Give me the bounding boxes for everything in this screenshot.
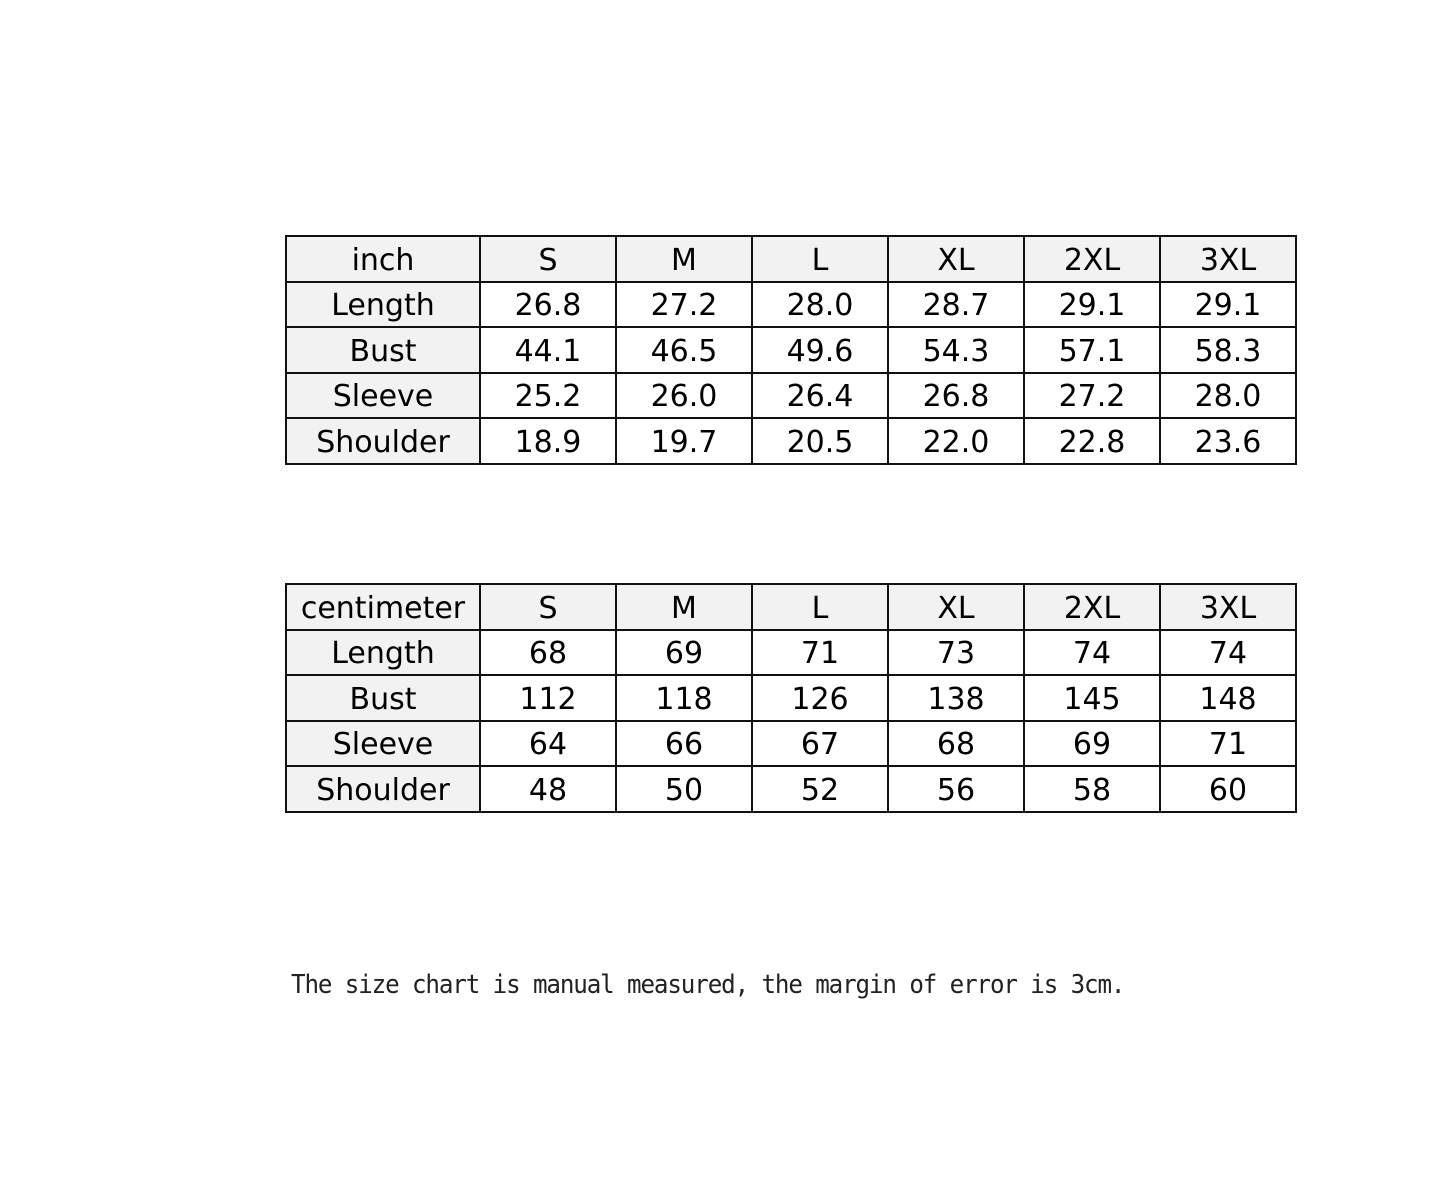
- row-label: Shoulder: [285, 417, 481, 465]
- row-label: Sleeve: [285, 719, 481, 767]
- row-label: Shoulder: [285, 765, 481, 813]
- measurement-cell: 118: [615, 674, 753, 722]
- measurement-cell: 46.5: [615, 326, 753, 374]
- measurement-cell: 27.2: [1023, 371, 1161, 419]
- table-row: Bust 112 118 126 138 145 148: [285, 674, 1297, 722]
- size-table-centimeter: centimeter S M L XL 2XL 3XL Length 68 69 71 73 74 74 B…: [285, 583, 1297, 813]
- measurement-cell: 67: [751, 719, 889, 767]
- measurement-cell: 22.0: [887, 417, 1025, 465]
- measurement-cell: 29.1: [1023, 280, 1161, 328]
- measurement-cell: 69: [1023, 719, 1161, 767]
- table-row: Length 26.8 27.2 28.0 28.7 29.1 29.1: [285, 280, 1297, 328]
- measurement-note: The size chart is manual measured, the m…: [291, 970, 1125, 1000]
- measurement-cell: 54.3: [887, 326, 1025, 374]
- measurement-cell: 27.2: [615, 280, 753, 328]
- measurement-cell: 18.9: [479, 417, 617, 465]
- measurement-cell: 138: [887, 674, 1025, 722]
- measurement-cell: 50: [615, 765, 753, 813]
- table-row: Sleeve 64 66 67 68 69 71: [285, 719, 1297, 767]
- unit-header: inch: [285, 235, 481, 283]
- measurement-cell: 57.1: [1023, 326, 1161, 374]
- size-header: L: [751, 235, 889, 283]
- size-header: S: [479, 583, 617, 631]
- table-row: Bust 44.1 46.5 49.6 54.3 57.1 58.3: [285, 326, 1297, 374]
- table-row: Shoulder 18.9 19.7 20.5 22.0 22.8 23.6: [285, 417, 1297, 465]
- measurement-cell: 23.6: [1159, 417, 1297, 465]
- measurement-cell: 19.7: [615, 417, 753, 465]
- measurement-cell: 49.6: [751, 326, 889, 374]
- measurement-cell: 73: [887, 628, 1025, 676]
- measurement-cell: 52: [751, 765, 889, 813]
- measurement-cell: 112: [479, 674, 617, 722]
- measurement-cell: 68: [479, 628, 617, 676]
- size-header: 3XL: [1159, 235, 1297, 283]
- measurement-cell: 71: [1159, 719, 1297, 767]
- measurement-cell: 22.8: [1023, 417, 1161, 465]
- measurement-cell: 20.5: [751, 417, 889, 465]
- measurement-cell: 28.7: [887, 280, 1025, 328]
- unit-header: centimeter: [285, 583, 481, 631]
- header-row: centimeter S M L XL 2XL 3XL: [285, 583, 1297, 631]
- row-label: Bust: [285, 674, 481, 722]
- size-header: 2XL: [1023, 235, 1161, 283]
- measurement-cell: 66: [615, 719, 753, 767]
- row-label: Sleeve: [285, 371, 481, 419]
- size-header: M: [615, 235, 753, 283]
- size-header: 2XL: [1023, 583, 1161, 631]
- measurement-cell: 29.1: [1159, 280, 1297, 328]
- measurement-cell: 48: [479, 765, 617, 813]
- table-row: Sleeve 25.2 26.0 26.4 26.8 27.2 28.0: [285, 371, 1297, 419]
- measurement-cell: 58: [1023, 765, 1161, 813]
- measurement-cell: 74: [1159, 628, 1297, 676]
- measurement-cell: 56: [887, 765, 1025, 813]
- size-header: M: [615, 583, 753, 631]
- size-header: S: [479, 235, 617, 283]
- measurement-cell: 74: [1023, 628, 1161, 676]
- measurement-cell: 69: [615, 628, 753, 676]
- measurement-cell: 71: [751, 628, 889, 676]
- measurement-cell: 148: [1159, 674, 1297, 722]
- row-label: Length: [285, 280, 481, 328]
- measurement-cell: 26.8: [479, 280, 617, 328]
- measurement-cell: 28.0: [751, 280, 889, 328]
- measurement-cell: 25.2: [479, 371, 617, 419]
- header-row: inch S M L XL 2XL 3XL: [285, 235, 1297, 283]
- size-header: 3XL: [1159, 583, 1297, 631]
- measurement-cell: 28.0: [1159, 371, 1297, 419]
- measurement-cell: 44.1: [479, 326, 617, 374]
- row-label: Length: [285, 628, 481, 676]
- measurement-cell: 145: [1023, 674, 1161, 722]
- measurement-cell: 26.0: [615, 371, 753, 419]
- size-header: L: [751, 583, 889, 631]
- measurement-cell: 126: [751, 674, 889, 722]
- size-header: XL: [887, 235, 1025, 283]
- table-row: Length 68 69 71 73 74 74: [285, 628, 1297, 676]
- measurement-cell: 68: [887, 719, 1025, 767]
- table-row: Shoulder 48 50 52 56 58 60: [285, 765, 1297, 813]
- row-label: Bust: [285, 326, 481, 374]
- size-header: XL: [887, 583, 1025, 631]
- measurement-cell: 64: [479, 719, 617, 767]
- measurement-cell: 58.3: [1159, 326, 1297, 374]
- measurement-cell: 26.8: [887, 371, 1025, 419]
- size-table-inch: inch S M L XL 2XL 3XL Length 26.8 27.2 28.0 28.7 29.…: [285, 235, 1297, 465]
- measurement-cell: 60: [1159, 765, 1297, 813]
- measurement-cell: 26.4: [751, 371, 889, 419]
